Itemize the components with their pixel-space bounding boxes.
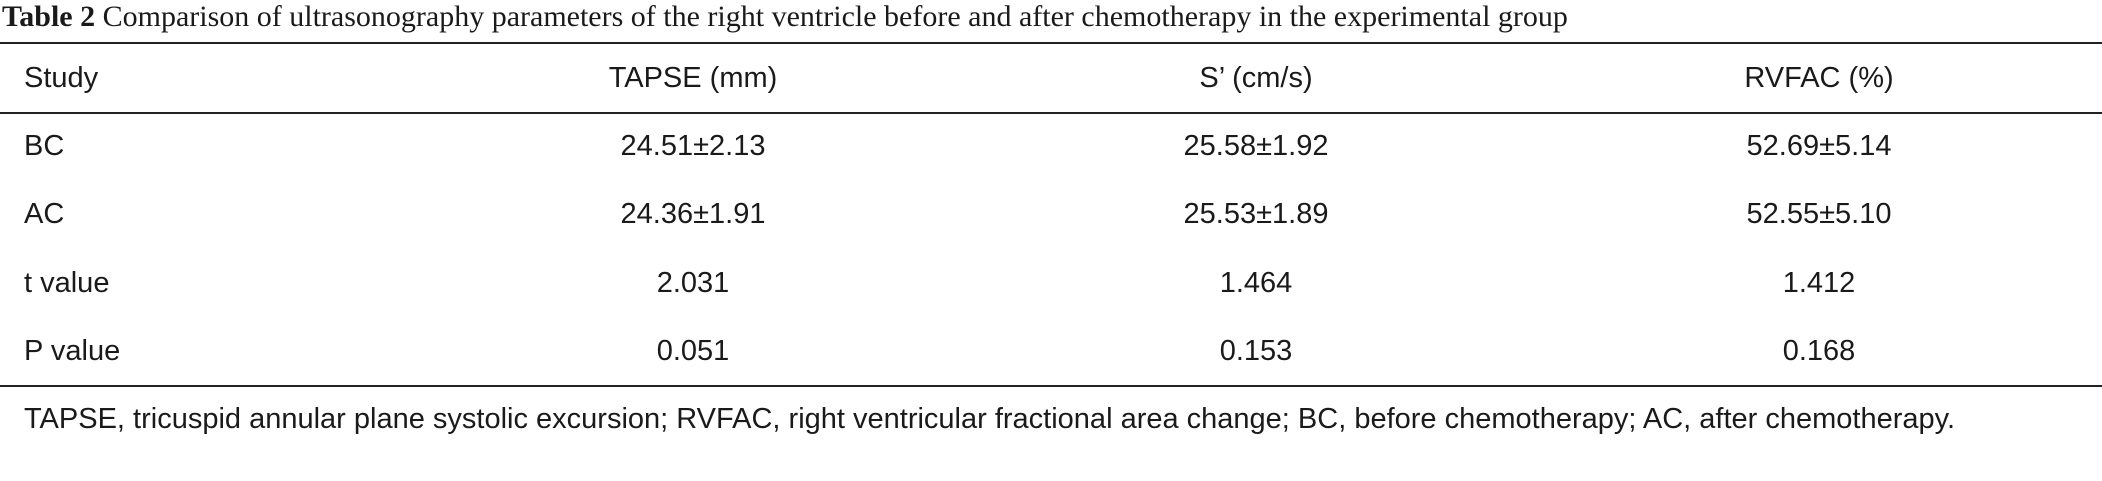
table-cell: AC: [24, 198, 65, 230]
table-cell: 0.168: [1782, 335, 1856, 367]
table-title: Table 2 Comparison of ultrasonography pa…: [2, 0, 1568, 34]
table-cell: 24.51±2.13: [620, 130, 766, 162]
table-cell: BC: [24, 130, 65, 162]
title-text: Comparison of ultrasonography parameters…: [102, 0, 1568, 33]
table-cell: 25.58±1.92: [1183, 130, 1329, 162]
bottom-rule: [0, 385, 2102, 387]
table-cell: P value: [24, 335, 121, 367]
table-cell: 0.153: [1219, 335, 1293, 367]
footnote: TAPSE, tricuspid annular plane systolic …: [24, 403, 1956, 435]
table-cell: t value: [24, 267, 110, 299]
table-cell: 1.412: [1782, 267, 1856, 299]
table-cell: 0.051: [656, 335, 730, 367]
header-cell: RVFAC (%): [1744, 62, 1894, 94]
table-cell: 52.69±5.14: [1746, 130, 1892, 162]
table-cell: 24.36±1.91: [620, 198, 766, 230]
header-cell: S’ (cm/s): [1199, 62, 1313, 94]
table-cell: 2.031: [656, 267, 730, 299]
table-label: Table 2: [2, 0, 96, 33]
table-cell: 52.55±5.10: [1746, 198, 1892, 230]
header-rule: [0, 112, 2102, 114]
table-cell: 25.53±1.89: [1183, 198, 1329, 230]
header-cell: TAPSE (mm): [608, 62, 778, 94]
header-cell: Study: [24, 62, 99, 94]
table-cell: 1.464: [1219, 267, 1293, 299]
top-rule: [0, 42, 2102, 44]
